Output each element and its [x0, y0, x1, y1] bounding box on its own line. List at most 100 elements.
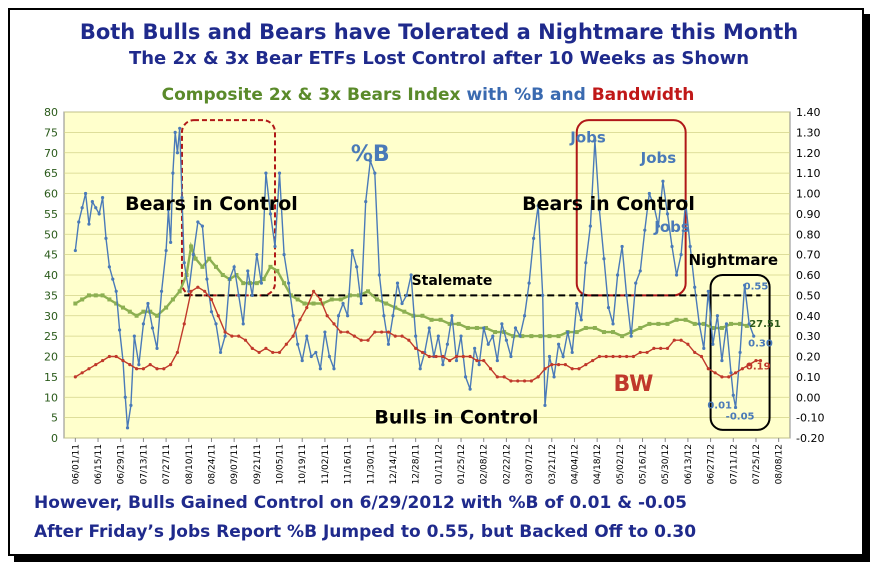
- x-tick-label: 06/27/12: [707, 444, 717, 484]
- point-index: [529, 334, 534, 339]
- point-index: [474, 325, 479, 330]
- point-bandwidth: [448, 358, 452, 363]
- point-index: [647, 321, 652, 326]
- point-percentB: [532, 236, 536, 240]
- point-percentB: [355, 265, 359, 269]
- point-percentB: [441, 363, 445, 367]
- point-percentB: [164, 248, 168, 253]
- point-bandwidth: [556, 363, 561, 367]
- point-bandwidth: [196, 285, 200, 289]
- point-bandwidth: [420, 350, 425, 355]
- point-index: [200, 264, 205, 269]
- point-percentB: [327, 354, 332, 359]
- point-percentB: [643, 228, 647, 232]
- point-percentB: [541, 293, 545, 297]
- annotation-label: 0.55: [744, 281, 769, 292]
- x-tick-label: 10/19/11: [298, 444, 308, 484]
- x-tick-label: 05/30/12: [661, 444, 671, 484]
- point-index: [447, 321, 452, 326]
- point-bandwidth: [672, 338, 676, 342]
- left-axis-tick-label: 75: [44, 126, 58, 139]
- point-bandwidth: [311, 289, 316, 293]
- point-bandwidth: [706, 367, 710, 371]
- point-index: [93, 293, 98, 298]
- annotations: %B Bears in Control Bears in Control Jobs Jo…: [125, 129, 781, 429]
- point-index: [620, 334, 625, 339]
- point-index: [141, 309, 146, 314]
- point-index: [719, 325, 724, 330]
- point-index: [665, 321, 670, 326]
- point-percentB: [436, 334, 440, 338]
- annotation-label: Nightmare: [688, 251, 778, 269]
- point-index: [275, 268, 280, 273]
- point-percentB: [155, 346, 159, 350]
- point-index: [177, 289, 182, 294]
- point-bandwidth: [325, 314, 329, 318]
- point-percentB: [377, 273, 381, 277]
- point-index: [134, 313, 139, 318]
- point-percentB: [597, 208, 602, 212]
- point-percentB: [386, 342, 391, 346]
- point-percentB: [264, 171, 268, 175]
- point-percentB: [191, 253, 195, 257]
- chart: Composite 2x & 3x Bears Index with %B an…: [44, 85, 824, 484]
- chart-title-part: Composite 2x & 3x Bears Index: [162, 85, 467, 105]
- point-percentB: [368, 159, 372, 163]
- point-index: [738, 321, 743, 326]
- point-percentB: [125, 426, 130, 430]
- point-bandwidth: [175, 350, 180, 355]
- point-bandwidth: [543, 367, 547, 371]
- point-bandwidth: [758, 358, 763, 363]
- right-axis-tick-label: 0.10: [796, 371, 821, 384]
- point-index: [207, 256, 212, 261]
- point-percentB: [296, 342, 300, 346]
- x-tick-label: 07/13/11: [139, 444, 149, 484]
- point-percentB: [743, 283, 747, 287]
- point-percentB: [702, 346, 706, 350]
- annotation-label: BW: [614, 372, 654, 397]
- point-bandwidth: [740, 367, 744, 371]
- point-percentB: [166, 208, 170, 212]
- point-percentB: [634, 281, 638, 285]
- left-axis-tick-label: 50: [44, 228, 58, 241]
- annotation-label: %B: [351, 142, 390, 167]
- point-percentB: [323, 330, 327, 334]
- point-percentB: [584, 261, 588, 265]
- point-bandwidth: [264, 346, 268, 350]
- left-axis-tick-label: 55: [44, 208, 58, 221]
- point-percentB: [178, 126, 182, 130]
- point-index: [356, 293, 361, 298]
- point-bandwidth: [754, 358, 758, 363]
- point-percentB: [150, 326, 155, 330]
- point-percentB: [273, 244, 277, 249]
- point-bandwidth: [359, 338, 363, 342]
- annotation-label: Bears in Control: [125, 193, 298, 215]
- annotation-label: -0.05: [726, 412, 755, 423]
- point-percentB: [250, 293, 254, 297]
- point-percentB: [693, 285, 697, 289]
- point-bandwidth: [380, 330, 384, 334]
- left-axis-tick-label: 40: [44, 269, 58, 282]
- point-percentB: [504, 338, 509, 342]
- point-percentB: [518, 334, 522, 338]
- point-bandwidth: [733, 371, 738, 375]
- x-tick-label: 01/25/12: [457, 444, 467, 484]
- point-percentB: [620, 244, 624, 249]
- point-bandwidth: [727, 375, 731, 379]
- point-index: [155, 313, 160, 318]
- point-bandwidth: [339, 330, 343, 334]
- point-bandwidth: [250, 346, 254, 350]
- left-axis-tick-label: 65: [44, 167, 58, 180]
- x-tick-label: 02/22/12: [502, 444, 512, 484]
- point-index: [282, 281, 287, 286]
- point-index: [710, 325, 715, 330]
- x-tick-label: 07/25/12: [752, 444, 762, 484]
- left-axis-tick-label: 10: [44, 391, 58, 404]
- point-percentB: [341, 301, 345, 306]
- point-bandwidth: [189, 289, 193, 293]
- point-percentB: [513, 326, 518, 330]
- right-axis-tick-label: 1.30: [796, 126, 821, 139]
- annotation-label: 27.51: [749, 319, 781, 330]
- point-percentB: [688, 244, 692, 249]
- point-percentB: [117, 328, 122, 332]
